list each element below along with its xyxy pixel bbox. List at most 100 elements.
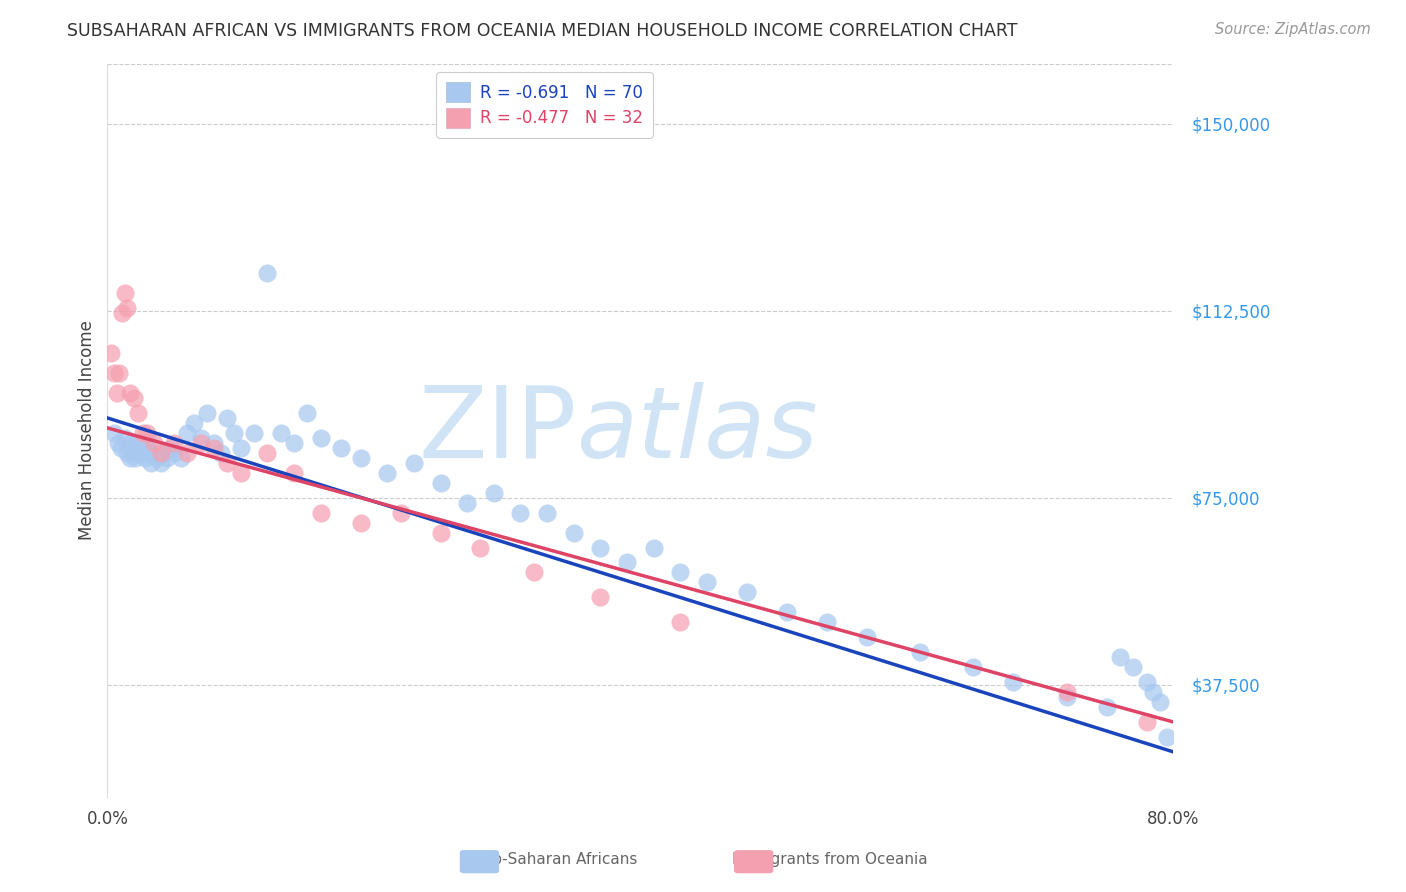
Point	[283, 466, 305, 480]
Point	[121, 441, 143, 455]
Text: ZIP: ZIP	[418, 382, 576, 479]
Point	[696, 575, 718, 590]
Point	[190, 431, 212, 445]
Point	[1156, 730, 1178, 744]
Point	[389, 506, 412, 520]
Point	[114, 286, 136, 301]
Point	[482, 485, 505, 500]
Point	[589, 541, 612, 555]
Point	[217, 456, 239, 470]
Point	[129, 435, 152, 450]
Point	[132, 425, 155, 440]
Point	[176, 425, 198, 440]
Point	[145, 450, 167, 465]
Point	[1056, 685, 1078, 699]
Point	[118, 386, 141, 401]
Point	[256, 267, 278, 281]
Point	[669, 566, 692, 580]
Point	[118, 450, 141, 465]
Point	[143, 435, 166, 450]
Point	[209, 446, 232, 460]
Point	[217, 411, 239, 425]
Text: Sub-Saharan Africans: Sub-Saharan Africans	[474, 852, 637, 867]
Point	[169, 450, 191, 465]
Point	[309, 431, 332, 445]
Text: Immigrants from Oceania: Immigrants from Oceania	[731, 852, 928, 867]
Point	[1136, 714, 1159, 729]
Point	[117, 301, 139, 316]
Point	[222, 425, 245, 440]
Point	[1056, 690, 1078, 704]
Point	[149, 456, 172, 470]
Point	[120, 435, 142, 450]
Point	[125, 441, 148, 455]
Point	[111, 306, 134, 320]
Point	[105, 386, 128, 401]
Point	[270, 425, 292, 440]
Point	[127, 406, 149, 420]
Point	[122, 391, 145, 405]
Point	[429, 525, 451, 540]
Point	[122, 446, 145, 460]
Point	[108, 366, 131, 380]
Point	[110, 441, 132, 455]
Text: atlas: atlas	[576, 382, 818, 479]
Point	[523, 566, 546, 580]
Point	[856, 630, 879, 644]
Point	[735, 585, 758, 599]
Point	[183, 416, 205, 430]
Point	[1095, 700, 1118, 714]
Point	[402, 456, 425, 470]
Point	[136, 425, 159, 440]
Point	[536, 506, 558, 520]
Text: Source: ZipAtlas.com: Source: ZipAtlas.com	[1215, 22, 1371, 37]
Point	[1002, 675, 1025, 690]
Point	[195, 406, 218, 420]
Point	[141, 456, 163, 470]
Point	[103, 366, 125, 380]
Point	[1136, 675, 1159, 690]
Point	[283, 435, 305, 450]
Point	[114, 431, 136, 445]
Point	[152, 446, 174, 460]
Point	[589, 591, 612, 605]
Point	[562, 525, 585, 540]
Point	[1122, 660, 1144, 674]
Point	[131, 446, 153, 460]
Point	[1142, 685, 1164, 699]
Point	[124, 450, 146, 465]
Point	[103, 425, 125, 440]
Point	[1149, 695, 1171, 709]
Point	[375, 466, 398, 480]
Point	[163, 446, 186, 460]
Point	[138, 446, 160, 460]
Point	[149, 446, 172, 460]
Text: SUBSAHARAN AFRICAN VS IMMIGRANTS FROM OCEANIA MEDIAN HOUSEHOLD INCOME CORRELATIO: SUBSAHARAN AFRICAN VS IMMIGRANTS FROM OC…	[67, 22, 1018, 40]
Point	[815, 615, 838, 630]
Legend: R = -0.691   N = 70, R = -0.477   N = 32: R = -0.691 N = 70, R = -0.477 N = 32	[436, 72, 652, 137]
Point	[349, 450, 371, 465]
Point	[136, 435, 159, 450]
Point	[309, 506, 332, 520]
Point	[143, 446, 166, 460]
Point	[243, 425, 266, 440]
Y-axis label: Median Household Income: Median Household Income	[79, 320, 96, 541]
Point	[1109, 650, 1132, 665]
Point	[202, 435, 225, 450]
Point	[429, 475, 451, 490]
Point	[470, 541, 492, 555]
Point	[107, 435, 129, 450]
Point	[962, 660, 984, 674]
Point	[616, 556, 638, 570]
Point	[117, 446, 139, 460]
Point	[160, 441, 183, 455]
Point	[229, 466, 252, 480]
Point	[100, 346, 122, 360]
Point	[163, 435, 186, 450]
Point	[669, 615, 692, 630]
Point	[256, 446, 278, 460]
Point	[156, 450, 179, 465]
Point	[349, 516, 371, 530]
Point	[202, 441, 225, 455]
Point	[456, 496, 478, 510]
